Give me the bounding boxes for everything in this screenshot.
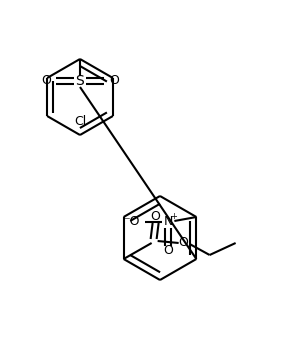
- Text: S: S: [76, 74, 84, 88]
- Text: O: O: [179, 237, 188, 249]
- Text: O: O: [151, 211, 161, 223]
- Text: O: O: [109, 74, 119, 88]
- Text: O: O: [163, 244, 173, 258]
- Text: Cl: Cl: [74, 115, 86, 128]
- Text: ⁻O: ⁻O: [123, 216, 139, 228]
- Text: N: N: [164, 216, 173, 228]
- Text: +: +: [170, 213, 177, 221]
- Text: O: O: [41, 74, 51, 88]
